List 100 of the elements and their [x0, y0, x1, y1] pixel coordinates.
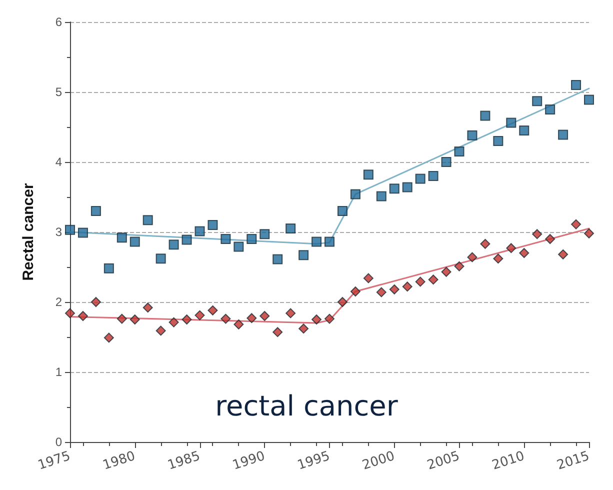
- point: [571, 80, 582, 90]
- point: [428, 171, 438, 181]
- point: [454, 146, 464, 156]
- point: [272, 254, 283, 264]
- point: [389, 284, 400, 294]
- point: [454, 261, 464, 272]
- point: [78, 228, 88, 238]
- point: [493, 136, 504, 146]
- point: [467, 252, 478, 262]
- point: [584, 228, 594, 238]
- point: [142, 302, 153, 313]
- point: [130, 236, 140, 247]
- point: [519, 126, 530, 136]
- point: [272, 327, 283, 338]
- point: [104, 263, 114, 274]
- point: [208, 305, 218, 316]
- point: [246, 234, 257, 244]
- point: [363, 170, 374, 180]
- point: [90, 206, 101, 216]
- point: [480, 238, 490, 249]
- y-axis-title: Rectal cancer: [20, 183, 37, 281]
- point: [312, 236, 322, 247]
- point: [480, 110, 490, 121]
- point: [116, 314, 127, 324]
- point: [376, 287, 386, 298]
- point: [506, 118, 516, 128]
- point: [506, 243, 516, 254]
- point: [519, 248, 530, 258]
- x-tick-label: 1990: [230, 448, 267, 474]
- point: [90, 297, 101, 307]
- y-tick-label: 0: [55, 435, 62, 449]
- point: [402, 182, 412, 192]
- y-tick-label: 4: [55, 155, 62, 169]
- point: [532, 229, 542, 240]
- point: [116, 232, 127, 243]
- point: [182, 314, 192, 324]
- point: [376, 191, 386, 202]
- point: [246, 313, 257, 324]
- point: [441, 266, 452, 277]
- point: [298, 324, 309, 334]
- point: [234, 242, 244, 252]
- point: [220, 234, 231, 244]
- point: [558, 249, 568, 260]
- point: [208, 220, 218, 230]
- point: [260, 229, 270, 240]
- point: [415, 276, 426, 287]
- point: [324, 314, 334, 324]
- point: [104, 332, 114, 343]
- point: [168, 240, 179, 250]
- point: [350, 286, 360, 296]
- point: [545, 234, 556, 244]
- x-tick-label: 1995: [296, 448, 332, 474]
- x-tick-label: 1980: [101, 448, 138, 474]
- point: [234, 319, 244, 330]
- y-tick-label: 2: [55, 295, 62, 309]
- point: [312, 314, 322, 324]
- point: [584, 94, 594, 105]
- point: [441, 157, 452, 167]
- point: [182, 234, 192, 245]
- point: [545, 104, 556, 114]
- x-tick-label: 2005: [426, 448, 462, 474]
- point: [194, 310, 205, 320]
- point: [286, 224, 296, 234]
- y-tick-label: 1: [55, 365, 62, 379]
- point: [532, 96, 542, 106]
- point: [286, 308, 296, 318]
- point: [194, 226, 205, 236]
- point: [402, 282, 412, 292]
- point: [350, 189, 360, 200]
- point: [571, 219, 582, 230]
- point: [337, 206, 348, 216]
- point: [363, 273, 374, 284]
- point: [389, 184, 400, 194]
- y-tick-label: 6: [55, 15, 62, 29]
- point: [428, 274, 438, 285]
- x-tick-label: 2015: [555, 448, 592, 474]
- point: [156, 326, 166, 336]
- point: [298, 250, 309, 260]
- point: [467, 130, 478, 140]
- point: [65, 308, 75, 318]
- point: [130, 314, 140, 324]
- x-tick-label: 1985: [166, 448, 202, 474]
- point: [142, 215, 153, 226]
- point: [415, 174, 426, 184]
- point: [156, 254, 166, 264]
- point: [324, 236, 334, 247]
- point: [337, 297, 348, 307]
- point: [65, 224, 75, 235]
- point: [558, 130, 568, 140]
- annotation: rectal cancer: [215, 390, 398, 422]
- x-tick-label: 2000: [360, 448, 397, 474]
- y-tick-label: 3: [55, 225, 62, 239]
- point: [78, 311, 88, 321]
- x-tick-label: 1975: [36, 448, 72, 474]
- point: [493, 254, 504, 264]
- y-tick-label: 5: [55, 85, 62, 99]
- point: [260, 311, 270, 321]
- point: [220, 314, 231, 324]
- point: [168, 317, 179, 328]
- x-tick-label: 2010: [490, 448, 526, 474]
